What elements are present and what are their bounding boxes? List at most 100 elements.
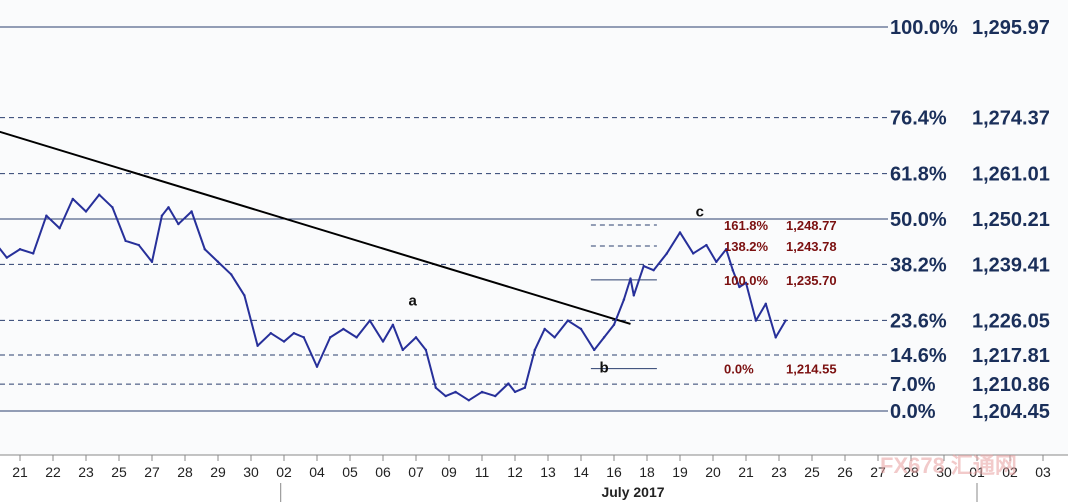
price-point [45,214,48,217]
x-tick-label: 09 [441,464,457,480]
price-point [302,336,305,339]
price-point [774,336,777,339]
price-point [368,319,371,322]
price-point [203,248,206,251]
x-tick-label: 03 [1035,464,1051,480]
price-point [32,252,35,255]
wave-label-c: c [696,204,704,221]
projection-level-value: 1,248.77 [786,218,837,233]
projection-level-value: 1,235.70 [786,273,837,288]
watermark-logo: FX678 汇通网 [880,453,1017,478]
price-point [190,210,193,213]
x-tick-label: 20 [705,464,721,480]
x-tick-label: 19 [672,464,688,480]
price-point [494,394,497,398]
price-point [784,319,787,322]
price-point [622,298,626,301]
price-point [71,197,75,201]
price-point [513,390,517,394]
price-point [454,390,457,394]
x-tick-label: 30 [243,464,259,480]
price-point [5,256,8,259]
projection-level-value: 1,243.78 [786,239,837,254]
projection-level-pct: 0.0% [724,362,754,377]
projection-level-value: 1,214.55 [786,362,837,377]
fib-level-pct: 50.0% [890,209,947,231]
price-point [230,273,233,276]
x-tick-label: 26 [837,464,853,480]
x-tick-label: 13 [540,464,556,480]
price-point [315,365,319,368]
fib-level-pct: 14.6% [890,345,947,367]
price-point [292,331,296,335]
price-point [632,294,635,297]
x-tick-label: 29 [210,464,226,480]
x-tick-label: 28 [903,464,919,480]
price-point [593,348,596,352]
x-tick-label: 04 [309,464,325,480]
x-tick-label: 18 [639,464,655,480]
price-point [444,394,447,398]
price-point [705,243,708,247]
price-point [665,252,668,255]
price-point [744,281,748,285]
price-point [381,340,385,343]
price-point [124,239,127,243]
price-point [715,260,718,264]
projection-level-labels: 161.8% 1,248.77 138.2% 1,243.78 100.0% 1,235.… [724,218,837,377]
fib-level-pct: 61.8% [890,164,947,186]
price-point [58,227,61,230]
fib-level-pct: 0.0% [890,401,936,423]
price-point [533,348,536,352]
fib-level-value: 1,250.21 [972,209,1050,231]
projection-level-pct: 138.2% [724,239,769,254]
price-point [678,231,682,234]
fib-level-value: 1,261.01 [972,164,1050,186]
price-point [692,252,695,255]
projection-level-pct: 161.8% [724,218,769,233]
price-point [391,323,395,326]
fib-level-pct: 38.2% [890,254,947,276]
fib-level-value: 1,226.05 [972,310,1050,332]
fib-level-labels: 100.0% 1,295.97 76.4% 1,274.37 61.8% 1,261.01… [890,17,1050,423]
fib-level-value: 1,217.81 [972,345,1050,367]
x-tick-label: 30 [936,464,952,480]
price-point [256,344,259,347]
wave-labels: a b c [409,204,704,377]
fib-level-pct: 100.0% [890,17,958,39]
fib-level-value: 1,295.97 [972,17,1050,39]
plot-area-background [0,0,1068,455]
month-label: July 2017 [601,484,664,500]
price-point [467,399,470,402]
x-tick-label: 16 [606,464,622,480]
wave-label-a: a [409,292,418,309]
price-points [5,193,787,402]
x-tick-label: 12 [507,464,523,480]
price-point [424,348,428,352]
price-point [480,390,484,394]
price-point [612,323,616,326]
price-point [414,336,418,339]
fib-level-value: 1,204.45 [972,401,1050,423]
price-point [629,277,632,280]
price-point [523,386,527,389]
x-tick-label: 21 [12,464,28,480]
x-tick-label: 23 [78,464,94,480]
fib-level-pct: 7.0% [890,374,936,396]
price-point [160,214,164,217]
price-point [282,340,286,343]
x-tick-label: 11 [475,464,490,480]
projection-level-pct: 100.0% [724,273,769,288]
price-point [738,285,741,289]
price-point [642,264,645,268]
trendline [0,130,631,325]
projection-level-lines [590,224,657,370]
price-point [764,302,767,305]
price-point [543,327,546,331]
price-point [329,336,332,339]
price-point [507,382,510,385]
x-tick-label: 07 [408,464,424,480]
price-point [731,269,734,272]
